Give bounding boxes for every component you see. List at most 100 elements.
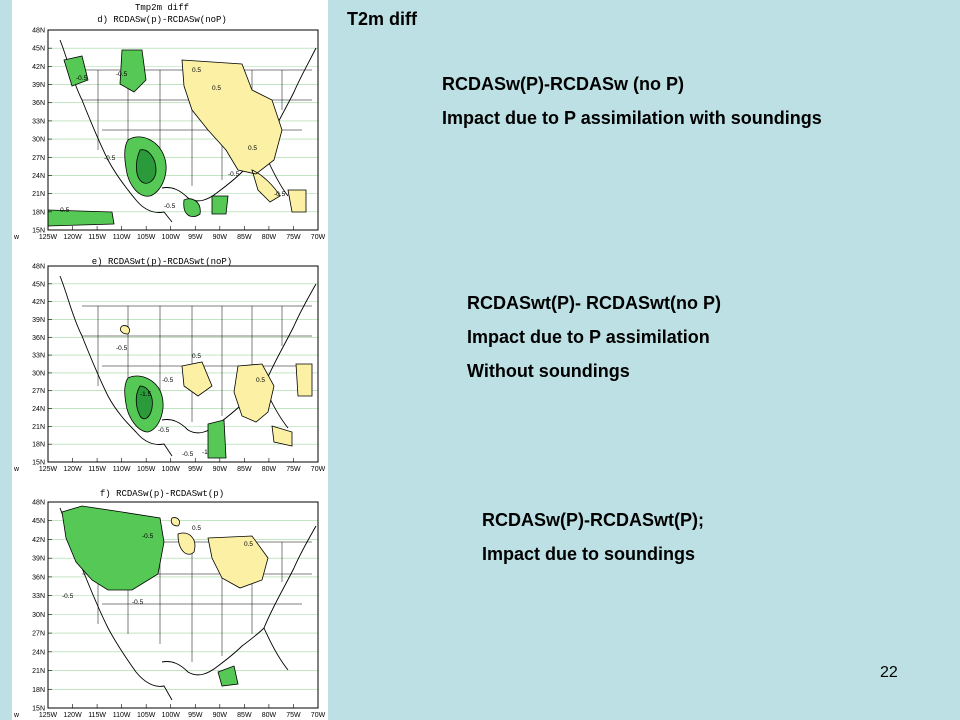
longitude-label: 115W xyxy=(88,466,106,473)
latitude-label: 45N xyxy=(32,281,45,288)
latitude-label: 18N xyxy=(32,687,45,694)
longitude-label: 70W xyxy=(311,712,326,719)
latitude-label: 36N xyxy=(32,574,45,581)
longitude-label: 110W xyxy=(113,466,131,473)
contour-label: -0.5 xyxy=(274,191,286,198)
map-frame xyxy=(47,29,319,231)
map-d: Tmp2m diff d) RCDASw(p)-RCDASw(noP) 48N 4… xyxy=(13,3,326,241)
description-panel-d: RCDASw(P)-RCDASw (no P) Impact due to P … xyxy=(442,72,862,130)
contour-label: 0.5 xyxy=(244,541,253,548)
latitude-label: 21N xyxy=(32,668,45,675)
latitude-label: 24N xyxy=(32,173,45,180)
contour-label: 0.5 xyxy=(212,85,221,92)
latitude-label: 21N xyxy=(32,424,45,431)
latitude-label: 24N xyxy=(32,649,45,656)
latitude-label: 18N xyxy=(32,209,45,216)
description-line: RCDASw(P)-RCDASwt(P); xyxy=(482,510,704,530)
longitude-label: 120W xyxy=(63,234,82,241)
negative-anomaly-core xyxy=(135,385,153,420)
latitude-label: 24N xyxy=(32,406,45,413)
description-panel-f: RCDASw(P)-RCDASwt(P); Impact due to soun… xyxy=(482,508,902,566)
latitude-label: 36N xyxy=(32,100,45,107)
longitude-label: 80W xyxy=(262,234,277,241)
slide-number: 22 xyxy=(880,664,898,681)
map-f: f) RCDASw(p)-RCDASwt(p) 48N 45N 42N 39N 36N 3… xyxy=(13,489,326,719)
contour-label: -0.5 xyxy=(62,593,74,600)
negative-anomaly-region xyxy=(61,505,239,687)
longitude-label: 90W xyxy=(213,234,228,241)
longitude-label: 85W xyxy=(237,466,252,473)
contour-label: 0.5 xyxy=(256,377,265,384)
longitude-label: 105W xyxy=(137,712,156,719)
longitude-label: 70W xyxy=(311,466,326,473)
description-line: RCDASw(P)-RCDASw (no P) xyxy=(442,74,684,94)
latitude-label: 27N xyxy=(32,155,45,162)
longitude-label: 120W xyxy=(63,712,82,719)
contour-label: -1 xyxy=(202,449,208,456)
edge-marker: w xyxy=(13,234,20,241)
map-supertitle: Tmp2m diff xyxy=(135,3,189,13)
latitude-label: 42N xyxy=(32,299,45,306)
longitude-label: 80W xyxy=(262,466,277,473)
latitude-label: 33N xyxy=(32,353,45,360)
longitude-label: 100W xyxy=(162,466,181,473)
contour-label: -0.5 xyxy=(132,599,144,606)
longitude-label: 95W xyxy=(188,712,203,719)
longitude-label: 110W xyxy=(113,234,131,241)
description-line: Impact due to P assimilation xyxy=(467,327,710,347)
latitude-label: 39N xyxy=(32,82,45,89)
contour-label: -0.5 xyxy=(116,345,128,352)
contour-label: -0.5 xyxy=(58,207,70,214)
longitude-label: 85W xyxy=(237,234,252,241)
contour-label: -0.5 xyxy=(182,451,194,458)
negative-anomaly-region xyxy=(47,49,229,227)
longitude-label: 100W xyxy=(162,234,181,241)
map-frame xyxy=(47,501,319,709)
contour-label: 0.5 xyxy=(192,525,201,532)
positive-anomaly-region xyxy=(181,59,307,213)
longitude-label: 105W xyxy=(137,466,156,473)
latitude-label: 39N xyxy=(32,317,45,324)
latitude-label: 36N xyxy=(32,335,45,342)
longitude-label: 80W xyxy=(262,712,277,719)
contour-label: -0.5 xyxy=(164,203,176,210)
longitude-label: 85W xyxy=(237,712,252,719)
contour-label: -1.5 xyxy=(140,391,152,398)
description-line: RCDASwt(P)- RCDASwt(no P) xyxy=(467,293,721,313)
contour-label: 0.5 xyxy=(248,145,257,152)
map-frame xyxy=(47,265,319,463)
longitude-label: 105W xyxy=(137,234,156,241)
longitude-label: 120W xyxy=(63,466,82,473)
map-panel-f: f) RCDASw(p)-RCDASwt(p) 48N 45N 42N 39N 36N 3… xyxy=(12,478,328,720)
contour-label: -0.5 xyxy=(142,533,154,540)
description-line: Without soundings xyxy=(467,361,630,381)
longitude-label: 75W xyxy=(286,234,301,241)
contour-label: -0.5 xyxy=(116,71,128,78)
longitude-label: 125W xyxy=(39,234,58,241)
longitude-label: 90W xyxy=(213,466,228,473)
latitude-label: 30N xyxy=(32,137,45,144)
contour-label: -0.5 xyxy=(228,171,240,178)
longitude-label: 115W xyxy=(88,234,106,241)
latitude-label: 15N xyxy=(32,460,45,467)
latitude-label: 33N xyxy=(32,118,45,125)
description-line: Impact due to P assimilation with soundi… xyxy=(442,108,822,128)
map-panel-e: e) RCDASwt(p)-RCDASwt(noP) 48N 45N 42N 39N 3… xyxy=(12,246,328,474)
map-title: e) RCDASwt(p)-RCDASwt(noP) xyxy=(92,257,232,267)
latitude-label: 18N xyxy=(32,442,45,449)
contour-label: -0.5 xyxy=(76,75,88,82)
latitude-label: 27N xyxy=(32,631,45,638)
latitude-label: 48N xyxy=(32,28,45,35)
longitude-label: 125W xyxy=(39,466,58,473)
latitude-label: 15N xyxy=(32,706,45,713)
contour-label: -0.5 xyxy=(162,377,174,384)
longitude-label: 110W xyxy=(113,712,131,719)
longitude-label: 100W xyxy=(162,712,181,719)
description-panel-e: RCDASwt(P)- RCDASwt(no P) Impact due to … xyxy=(467,291,887,383)
longitude-label: 90W xyxy=(213,712,228,719)
latitude-label: 48N xyxy=(32,500,45,507)
description-line: Impact due to soundings xyxy=(482,544,696,564)
latitude-label: 42N xyxy=(32,537,45,544)
longitude-label: 95W xyxy=(188,234,203,241)
latitude-label: 45N xyxy=(32,518,45,525)
